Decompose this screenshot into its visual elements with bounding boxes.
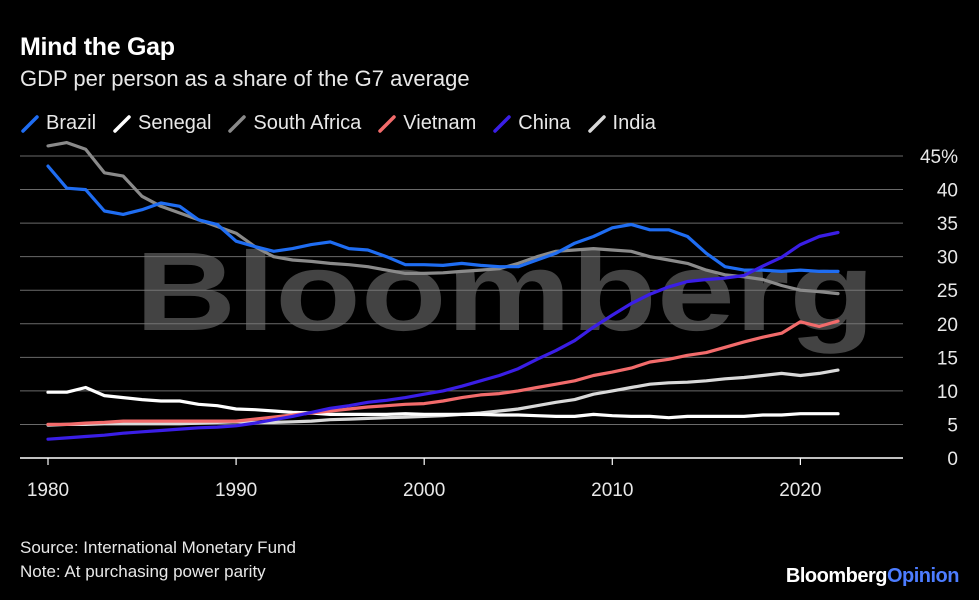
legend-label: South Africa [253,112,362,134]
brand-part1: Bloomberg [785,565,888,587]
legend-swatch [227,114,247,134]
x-axis-ticks: 1980 1990 2000 2010 2020 [27,458,822,501]
series-line-vietnam [46,319,840,426]
legend-item-brazil: Brazil [20,112,96,135]
y-tick-label: 20 [937,315,958,336]
legend-item-south-africa: South Africa [227,112,361,135]
watermark: Bloomberg [135,229,875,354]
x-tick-label: 2010 [591,480,633,501]
series-lines [46,141,840,441]
source-note: Source: International Monetary Fund [20,538,296,557]
series-line-china [46,230,840,441]
y-tick-label: 25 [937,281,958,302]
legend-label: India [612,112,656,134]
legend-item-vietnam: Vietnam [377,112,476,135]
legend-label: Vietnam [403,112,477,134]
chart-subtitle: GDP per person as a share of the G7 aver… [20,66,470,91]
legend-swatch [112,114,132,134]
y-axis-ticks: 0 5 10 15 20 25 30 35 40 45% [920,147,958,470]
legend-item-india: India [587,112,656,135]
series-line-south-africa [46,141,840,296]
footnote: Note: At purchasing power parity [20,562,266,581]
y-tick-label: 40 [937,181,958,202]
y-tick-label: 15 [937,348,958,369]
brand-part2: Opinion [886,565,960,587]
legend-swatch [587,114,607,134]
legend-item-china: China [492,112,571,135]
y-tick-label: 30 [937,248,958,269]
series-line-senegal [46,385,840,420]
y-tick-label: 10 [937,382,958,403]
y-tick-label: 5 [947,415,958,436]
chart-title: Mind the Gap [20,33,175,61]
legend-label: China [518,112,571,134]
x-tick-label: 2020 [779,480,821,501]
legend-item-senegal: Senegal [112,112,211,135]
x-tick-label: 1990 [215,480,257,501]
y-tick-label: 45% [920,147,958,168]
y-tick-label: 0 [947,449,958,470]
legend-swatch [20,114,40,134]
legend-swatch [377,114,397,134]
y-tick-label: 35 [937,214,958,235]
series-line-brazil [46,164,840,273]
x-tick-label: 1980 [27,480,69,501]
legend: Brazil Senegal South Africa Vietnam China Ind… [20,112,672,135]
x-tick-label: 2000 [403,480,445,501]
legend-label: Brazil [46,112,97,134]
legend-label: Senegal [138,112,212,134]
legend-swatch [492,114,512,134]
brand-logo: BloombergOpinion [785,565,960,588]
